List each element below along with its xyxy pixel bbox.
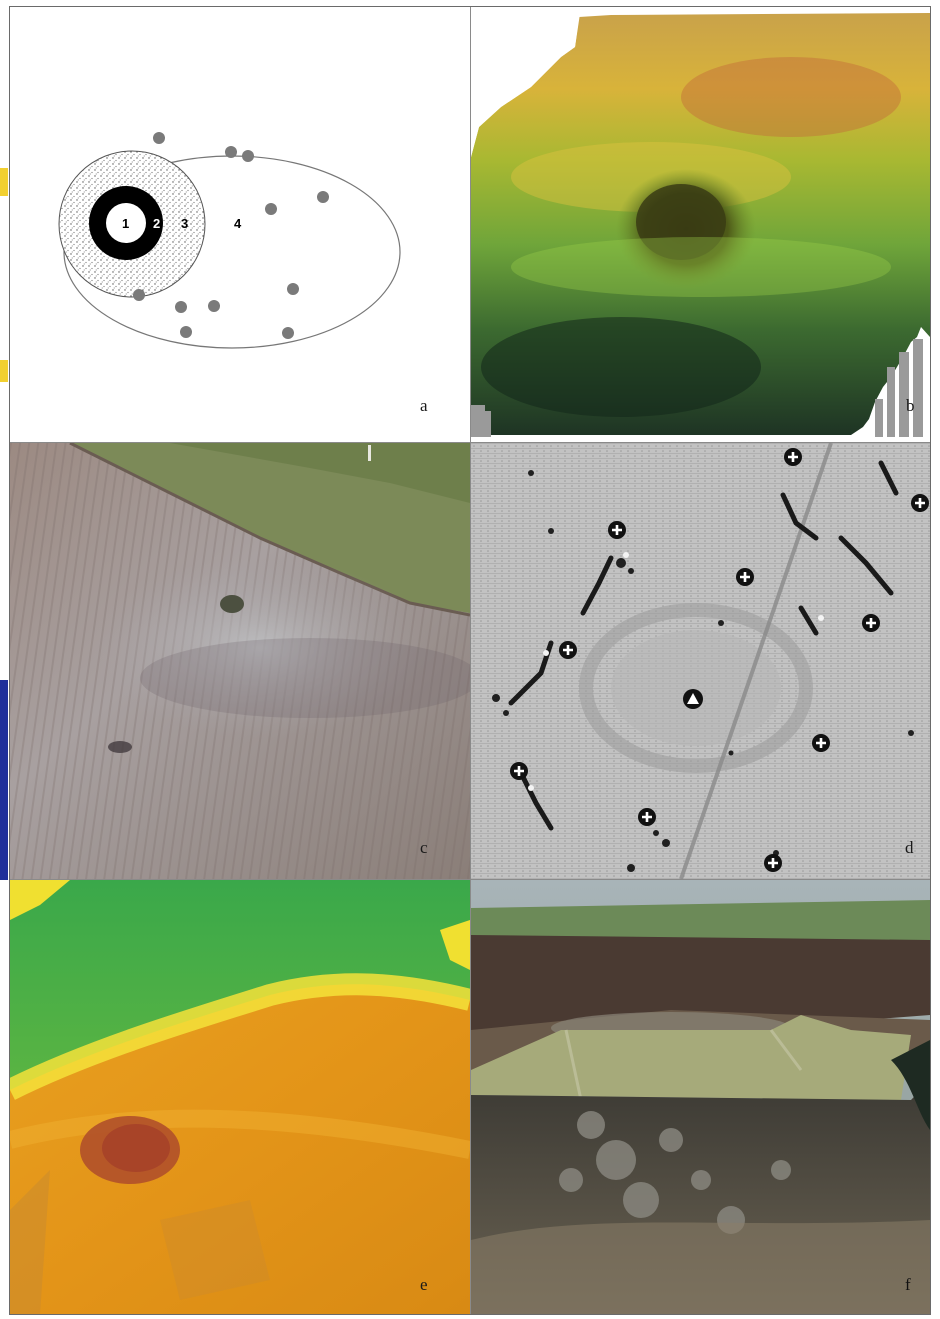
panel-e: e bbox=[10, 880, 470, 1314]
panel-label-d: d bbox=[905, 838, 914, 857]
strip-mark-yellow bbox=[0, 168, 8, 196]
zone-1-core bbox=[106, 203, 146, 243]
panel-b: b bbox=[471, 7, 930, 442]
panel-b-terrain bbox=[471, 7, 930, 437]
panel-e-lidar bbox=[10, 880, 470, 1314]
anomaly-ditches bbox=[508, 460, 899, 831]
terrain-edge-columns bbox=[471, 339, 923, 437]
panel-label-c: c bbox=[420, 838, 428, 857]
anomaly-light-spots bbox=[528, 552, 824, 791]
column-divider bbox=[470, 7, 471, 1314]
cross-markers bbox=[510, 448, 929, 872]
left-edge-strip bbox=[0, 0, 10, 1319]
terrain-top-white bbox=[471, 7, 581, 157]
panel-label-f: f bbox=[905, 1275, 911, 1294]
panel-label-a: a bbox=[420, 396, 428, 415]
shrubs bbox=[559, 1111, 791, 1234]
zone-label-1: 1 bbox=[122, 216, 130, 231]
panel-d: d bbox=[471, 443, 930, 879]
zone-label-3: 3 bbox=[181, 216, 189, 231]
triangle-marker-icon bbox=[683, 689, 703, 709]
strip-mark-yellow-2 bbox=[0, 360, 8, 382]
zone-label-2: 2 bbox=[153, 216, 161, 231]
panel-c: c bbox=[10, 443, 470, 879]
panel-f: f bbox=[471, 880, 930, 1314]
pit-dots bbox=[133, 132, 329, 339]
zone-label-4: 4 bbox=[234, 216, 242, 231]
panel-f-photo bbox=[471, 880, 930, 1314]
panel-c-photo bbox=[10, 443, 470, 879]
strip-mark-blue bbox=[0, 680, 8, 880]
panel-label-b: b bbox=[906, 396, 915, 415]
panel-a-diagram bbox=[58, 132, 401, 349]
panel-d-map bbox=[471, 443, 930, 879]
figure-grid: 1 2 3 4 a bbox=[9, 6, 931, 1315]
panel-a: 1 2 3 4 a bbox=[10, 7, 470, 442]
panel-label-e: e bbox=[420, 1275, 428, 1294]
